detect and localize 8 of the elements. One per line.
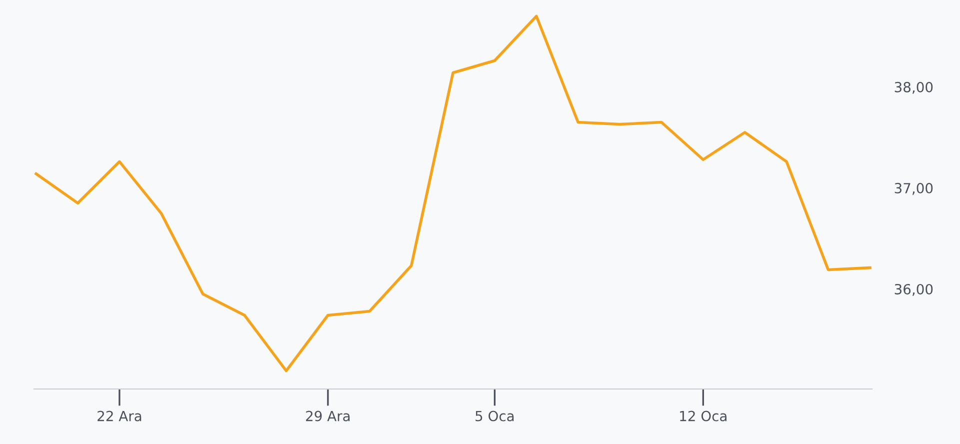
y-tick-label: 37,00 — [894, 182, 933, 195]
x-tick-label: 12 Oca — [680, 410, 726, 422]
y-tick-label: 36,00 — [894, 284, 933, 296]
y-tick-label: 38,00 — [894, 82, 933, 94]
x-tick-label: 5 Oca — [476, 410, 514, 422]
line-series — [34, 14, 872, 372]
x-tick-label: 29 Ara — [306, 410, 350, 422]
x-tick-label: 22 Ara — [98, 410, 142, 422]
